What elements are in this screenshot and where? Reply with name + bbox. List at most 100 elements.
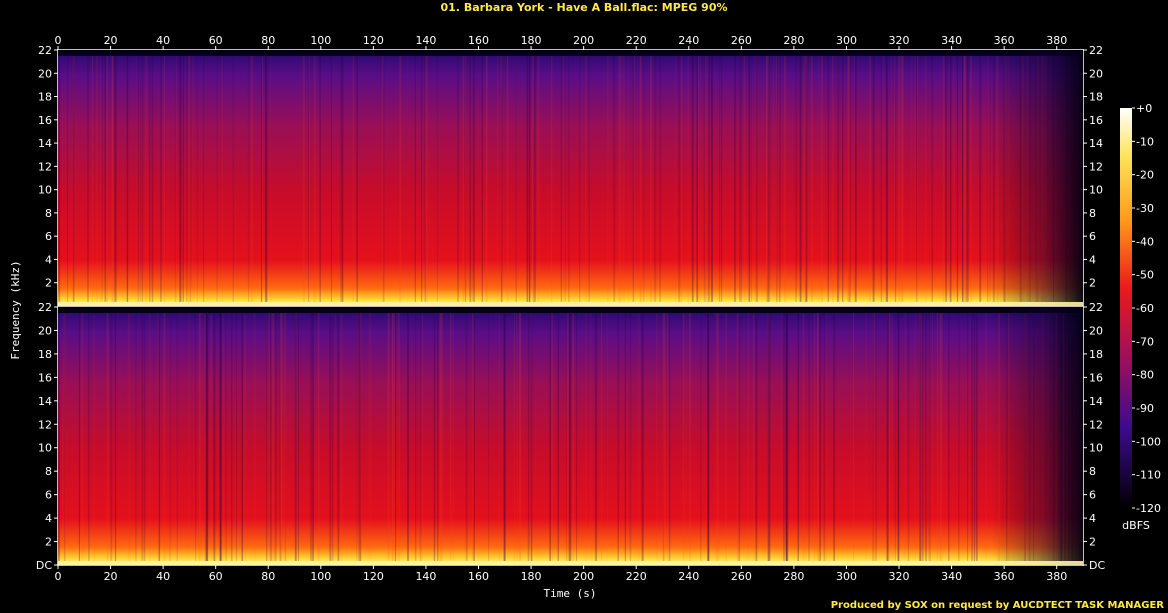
spectrogram-streak xyxy=(610,56,611,302)
spectrogram-streak xyxy=(678,56,681,302)
spectrogram-streak xyxy=(776,56,778,302)
spectrogram-streak xyxy=(962,56,964,302)
spectrogram-streak xyxy=(911,56,913,302)
spectrogram-streak xyxy=(340,313,343,561)
spectrogram-streak xyxy=(527,313,528,561)
spectrogram-streak xyxy=(971,313,974,561)
spectrogram-streak xyxy=(114,56,116,302)
x-tick-label-top: 200 xyxy=(573,34,594,47)
spectrogram-streak xyxy=(242,313,243,561)
spectrogram-streak xyxy=(313,56,316,302)
x-tick-label-bottom: 380 xyxy=(1046,570,1067,583)
y-tick-label-left: 2 xyxy=(45,536,52,549)
spectrogram-streak xyxy=(697,56,700,302)
y-tick-label-left: 4 xyxy=(45,253,52,266)
spectrogram-streak xyxy=(901,56,904,302)
spectrogram-streak xyxy=(579,56,581,302)
spectrogram-streak xyxy=(585,56,587,302)
spectrogram-streak xyxy=(500,56,503,302)
spectrogram-streak xyxy=(391,313,394,561)
spectrogram-streak xyxy=(696,56,698,302)
spectrogram-streak xyxy=(87,56,89,302)
spectrogram-streak xyxy=(682,313,685,561)
spectrogram-streak xyxy=(425,56,428,302)
spectrogram-streak xyxy=(943,56,945,302)
spectrogram-streak xyxy=(407,313,409,561)
spectrogram-streak xyxy=(236,313,237,561)
spectrogram-streak xyxy=(600,313,602,561)
spectrogram-streak xyxy=(705,56,707,302)
spectrogram-streak xyxy=(387,313,390,561)
spectrogram-streak xyxy=(370,313,372,561)
spectrogram-streak xyxy=(532,56,534,302)
spectrogram-streak xyxy=(219,313,222,561)
x-tick-label-bottom: 300 xyxy=(836,570,857,583)
spectrogram-streak xyxy=(186,56,188,302)
spectrogram-streak xyxy=(160,56,162,302)
spectrogram-streak xyxy=(63,313,66,561)
y-tick-label-left: 22 xyxy=(38,44,52,57)
y-tick-label-left: 2 xyxy=(45,277,52,290)
spectrogram-streak xyxy=(842,56,844,302)
x-tick-label-top: 120 xyxy=(363,34,384,47)
spectrogram-streak xyxy=(111,56,114,302)
spectrogram-streak xyxy=(898,56,901,302)
spectrogram-streak xyxy=(576,313,578,561)
spectrogram-streak xyxy=(942,56,944,302)
spectrogram-streak xyxy=(462,56,465,302)
spectrogram-streak xyxy=(213,313,216,561)
spectrogram-streak xyxy=(175,56,177,302)
spectrogram-streak xyxy=(356,313,359,561)
spectrogram-streak xyxy=(528,56,530,302)
y-tick-label-left: 12 xyxy=(38,160,52,173)
spectrogram-streak xyxy=(222,313,224,561)
spectrogram-streak xyxy=(503,313,506,561)
x-tick-label-bottom: 60 xyxy=(209,570,223,583)
colorbar-tick-label: -60 xyxy=(1136,302,1154,315)
spectrogram-streak xyxy=(588,56,590,302)
spectrogram-streak xyxy=(880,56,882,302)
spectrogram-streak xyxy=(904,313,906,561)
y-tick-label-right: 20 xyxy=(1089,324,1103,337)
spectrogram-streak xyxy=(163,313,165,561)
colorbar-tick-label: -10 xyxy=(1136,135,1154,148)
x-tick-label-bottom: 120 xyxy=(363,570,384,583)
spectrogram-streak xyxy=(566,313,569,561)
spectrogram-streak xyxy=(337,313,340,561)
spectrogram-streak xyxy=(768,313,771,561)
colorbar-tick-label: -50 xyxy=(1136,269,1154,282)
spectrogram-streak xyxy=(421,313,423,561)
y-tick-label-right: 8 xyxy=(1089,207,1096,220)
spectrogram-streak xyxy=(633,56,635,302)
y-tick-label-left: 16 xyxy=(38,114,52,127)
spectrogram-streak xyxy=(916,56,918,302)
spectrogram-streak xyxy=(368,313,370,561)
spectrogram-streak xyxy=(265,56,268,302)
spectrogram-streak xyxy=(700,313,702,561)
spectrogram-streak xyxy=(734,56,736,302)
spectrogram-streak xyxy=(882,56,884,302)
spectrogram-streak xyxy=(295,313,297,561)
spectrogram-streak xyxy=(270,56,272,302)
spectrogram-streak xyxy=(706,56,709,302)
y-tick-label-right: 16 xyxy=(1089,114,1103,127)
x-tick-label-bottom: 140 xyxy=(415,570,436,583)
x-tick-label-top: 40 xyxy=(156,34,170,47)
spectrogram-streak xyxy=(507,56,509,302)
spectrogram-streak xyxy=(99,56,102,302)
y-tick-label-right: 22 xyxy=(1089,44,1103,57)
spectrogram-streak xyxy=(298,313,299,561)
spectrogram-streak xyxy=(987,56,989,302)
spectrogram-streak xyxy=(440,313,442,561)
spectrogram-streak xyxy=(725,313,727,561)
spectrogram-streak xyxy=(775,56,778,302)
y-tick-label-left: 18 xyxy=(38,348,52,361)
spectrogram-streak xyxy=(264,56,266,302)
spectrogram-streak xyxy=(768,313,770,561)
spectrogram-streak xyxy=(192,56,194,302)
spectrogram-streak xyxy=(622,56,625,302)
spectrogram-streak xyxy=(473,313,475,561)
spectrogram-streak xyxy=(180,56,182,302)
y-tick-label-right: 2 xyxy=(1089,277,1096,290)
